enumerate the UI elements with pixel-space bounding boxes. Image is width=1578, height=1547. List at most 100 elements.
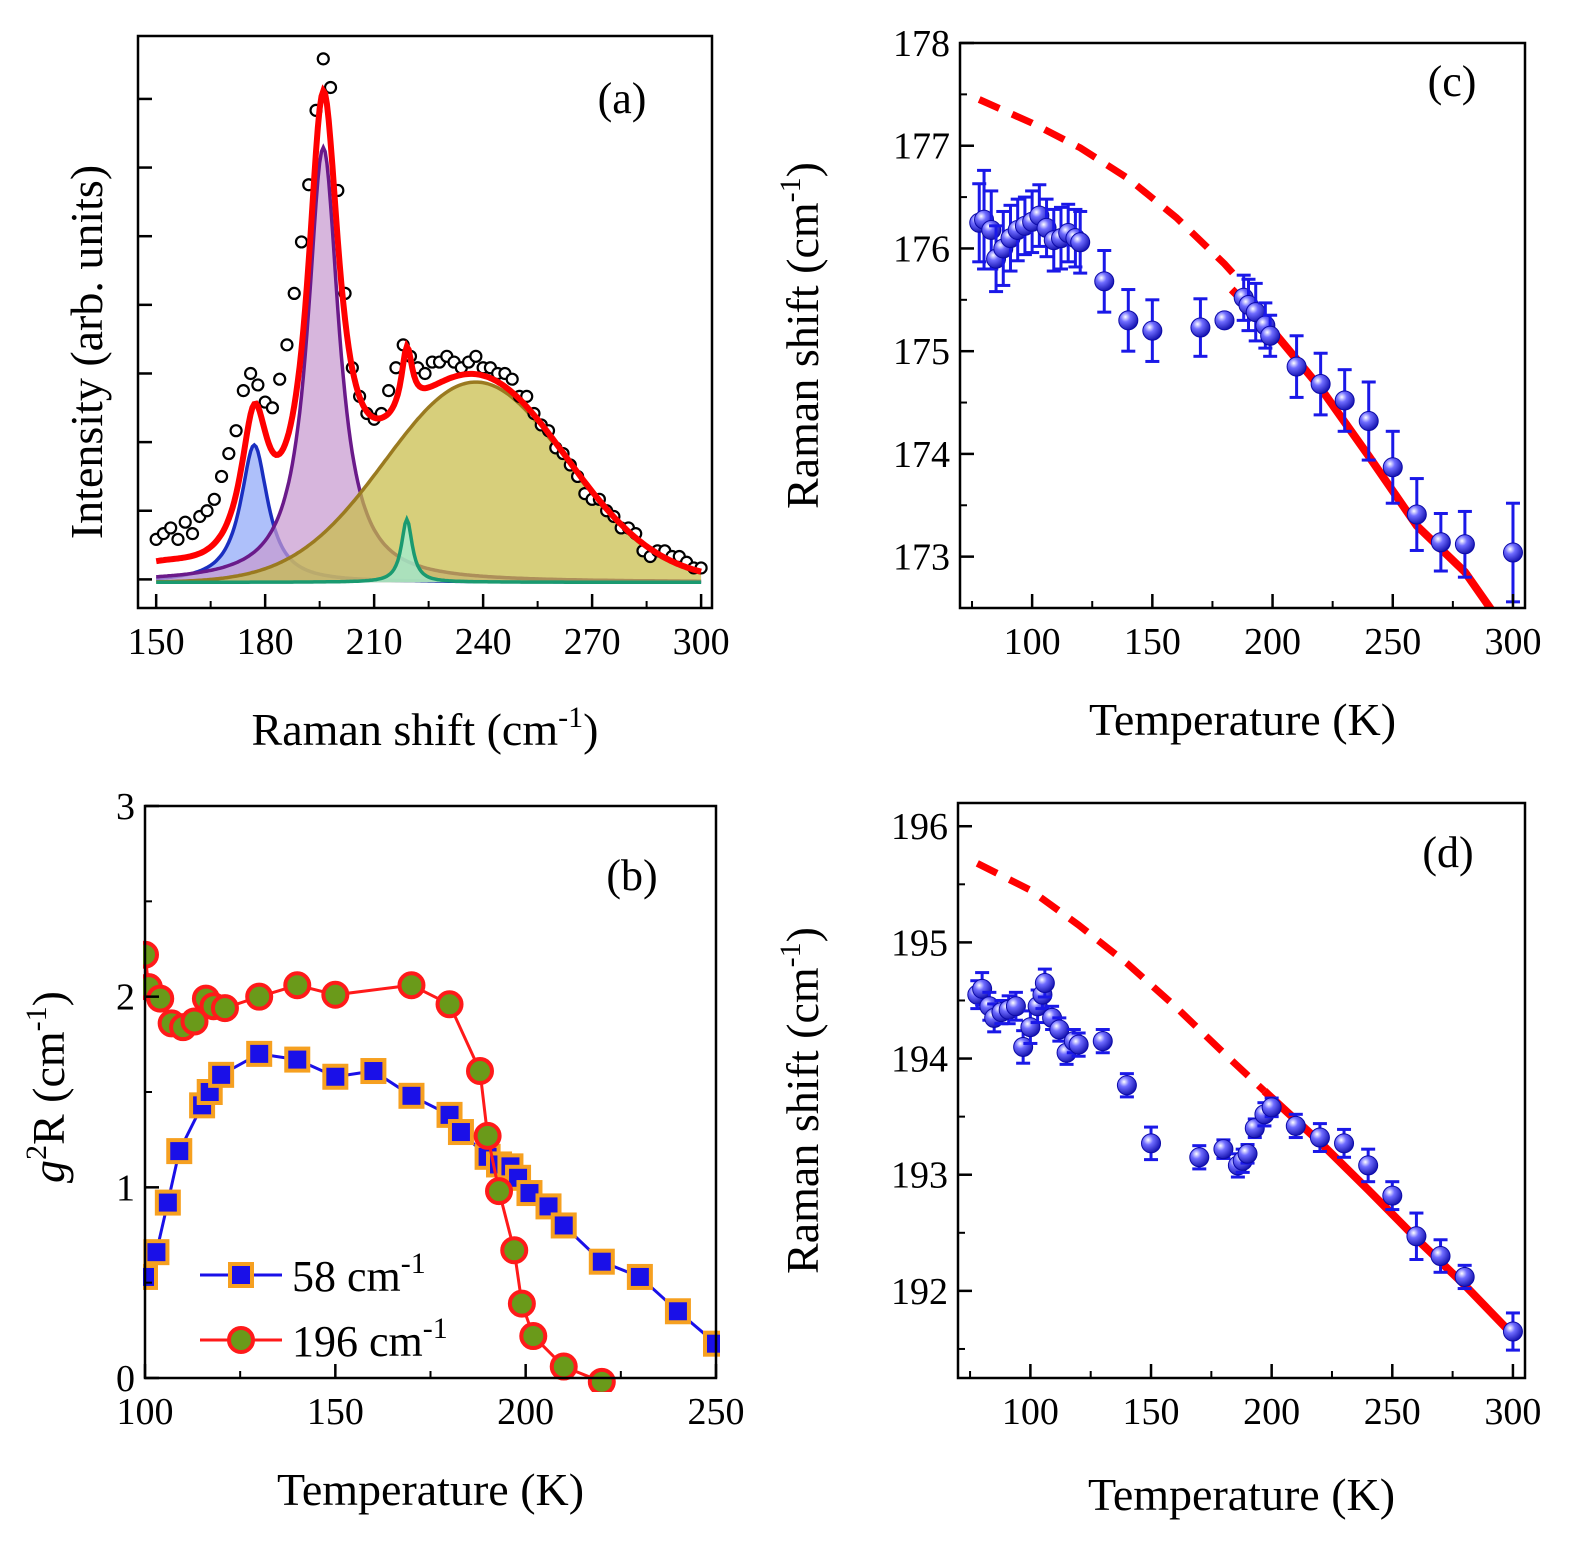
y-axis-title-sup: -1 — [774, 177, 807, 202]
x-tick-label: 200 — [497, 1391, 554, 1433]
y-tick-label: 178 — [893, 23, 950, 65]
data-point-circle — [507, 1289, 536, 1318]
x-tick-label: 100 — [117, 1391, 174, 1433]
data-point — [1334, 390, 1355, 411]
data-point-square — [143, 1239, 170, 1266]
x-axis-title: Temperature (K) — [1089, 694, 1396, 745]
data-point-square — [322, 1063, 349, 1090]
data-point-circle — [473, 1121, 502, 1150]
y-axis-title-sup: -1 — [774, 942, 807, 967]
data-point-circle — [587, 1367, 616, 1392]
panel-label: (a) — [598, 74, 647, 123]
legend-label: 196 cm-1 — [292, 1312, 448, 1366]
data-point — [1190, 317, 1211, 338]
panel-a-plot-area — [149, 52, 708, 584]
data-point-square — [535, 1193, 562, 1220]
legend-label: 58 cm-1 — [292, 1247, 426, 1301]
data-point-square — [550, 1212, 577, 1239]
y-tick-label: 177 — [893, 126, 950, 168]
data-point-square — [208, 1061, 235, 1088]
data-point-circle — [180, 1007, 209, 1036]
data-point — [164, 521, 178, 535]
data-point — [1358, 411, 1379, 432]
x-tick-label: 150 — [1123, 1391, 1180, 1433]
x-tick-label: 300 — [1484, 1391, 1541, 1433]
panel-b-plot-area — [143, 940, 720, 1392]
x-tick-label: 150 — [307, 1391, 364, 1433]
x-tick-label: 250 — [1364, 621, 1421, 663]
data-point — [1502, 542, 1523, 563]
data-point-circle — [519, 1322, 548, 1351]
data-point — [1005, 996, 1026, 1017]
y-tick-label: 2 — [116, 977, 135, 1019]
total-fit-line — [155, 84, 702, 575]
panel-c-plot-area — [969, 96, 1523, 608]
data-point — [1430, 1246, 1451, 1267]
data-point — [1261, 1097, 1282, 1118]
data-point — [207, 492, 221, 506]
y-axis-title-end: ) — [23, 991, 74, 1006]
x-tick-label: 300 — [1484, 621, 1541, 663]
data-point — [1244, 1118, 1265, 1139]
data-point — [273, 372, 287, 386]
data-point — [323, 80, 338, 95]
panel-a-spectrum: 150 180 210 240 270 300 (a) Raman shift (cm-1) I… — [61, 34, 730, 755]
panel-label: (d) — [1422, 828, 1473, 877]
y-tick-label: 196 — [891, 806, 948, 848]
x-axis-title: Temperature (K) — [1088, 1469, 1395, 1520]
data-point — [418, 366, 432, 381]
data-point — [1260, 325, 1281, 346]
legend-label-sup: -1 — [401, 1247, 426, 1280]
legend-marker-circle — [227, 1326, 255, 1354]
data-point — [185, 527, 200, 541]
panel-label: (c) — [1428, 57, 1477, 106]
y-tick-label: 193 — [891, 1155, 948, 1197]
legend-label-sup: -1 — [423, 1312, 448, 1345]
data-point — [222, 446, 236, 461]
data-point — [1430, 532, 1451, 553]
x-tick-label: 300 — [673, 621, 730, 663]
data-point — [1068, 1034, 1089, 1055]
y-axis-title-italic: g — [23, 1160, 74, 1183]
y-tick-label: 192 — [891, 1271, 948, 1313]
data-point-circle — [465, 1057, 494, 1086]
y-axis-title: g2R (cm-1) — [20, 991, 74, 1183]
series-line-1 — [143, 1052, 717, 1345]
data-point — [229, 424, 243, 438]
data-point — [1406, 504, 1427, 525]
data-point — [244, 366, 258, 381]
x-axis-title-text: Raman shift (cm — [252, 704, 559, 755]
data-point — [1142, 320, 1163, 341]
data-point-circle — [549, 1352, 578, 1381]
data-point — [1454, 534, 1475, 555]
fitted-peak-line-4 — [156, 514, 702, 584]
fitted-peak-area-3 — [156, 382, 702, 583]
y-tick-label: 176 — [893, 228, 950, 270]
extrapolated-anharmonic-line — [975, 860, 1267, 1094]
y-tick-label: 174 — [893, 434, 950, 476]
data-point-circle — [485, 1177, 514, 1206]
y-axis-title-end: ) — [777, 162, 828, 177]
data-point — [1034, 973, 1055, 994]
data-point — [1141, 1133, 1162, 1154]
y-axis-title-sup: 2 — [20, 1145, 53, 1160]
data-point — [1334, 1133, 1355, 1154]
x-axis-title-end: ) — [583, 704, 598, 755]
data-point — [280, 338, 294, 352]
data-point — [294, 235, 309, 249]
data-point — [1213, 1139, 1234, 1160]
x-axis-title: Temperature (K) — [277, 1464, 584, 1515]
anharmonic-fit-line — [1261, 1088, 1516, 1338]
data-point-circle — [397, 971, 426, 1000]
extrapolated-anharmonic-line — [977, 96, 1240, 280]
x-tick-label: 270 — [564, 621, 621, 663]
data-point — [1309, 1127, 1330, 1148]
x-tick-label: 180 — [237, 621, 294, 663]
data-point — [1406, 1226, 1427, 1247]
y-axis-title-text: Raman shift (cm — [777, 202, 828, 509]
x-tick-label: 250 — [688, 1391, 745, 1433]
data-point — [1382, 1185, 1403, 1206]
data-point-square — [398, 1082, 425, 1109]
y-axis-title: Raman shift (cm-1) — [774, 927, 828, 1274]
